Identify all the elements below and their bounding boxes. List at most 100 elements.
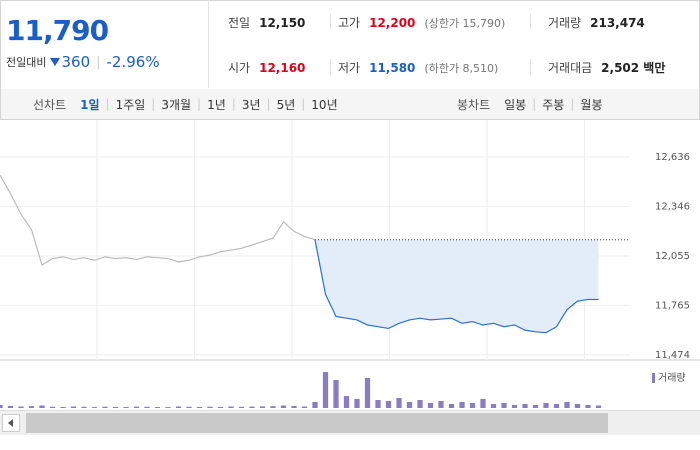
current-price: 11,790 bbox=[6, 14, 109, 47]
down-icon bbox=[50, 58, 61, 66]
legend-label: 거래량 bbox=[658, 372, 686, 384]
tab[interactable]: 1일 bbox=[80, 97, 100, 112]
volume-bar bbox=[574, 404, 581, 408]
stat-note: (하한가 8,510) bbox=[424, 62, 499, 75]
volume-bar bbox=[165, 407, 171, 408]
volume-bar bbox=[564, 402, 570, 408]
change-rate: -2.96% bbox=[106, 53, 160, 71]
change: 전일대비 360 | -2.96% bbox=[6, 53, 160, 71]
y-tick-label: 12,346 bbox=[655, 201, 690, 212]
volume-bar bbox=[39, 405, 45, 408]
volume-bar bbox=[375, 400, 381, 408]
volume-bar bbox=[270, 406, 276, 408]
volume-bar bbox=[438, 401, 444, 408]
stat-label: 시가 bbox=[228, 61, 251, 75]
tab-sep: | bbox=[151, 97, 156, 111]
volume-bar bbox=[543, 403, 549, 408]
price-box: 11,790 전일대비 360 | -2.96% bbox=[0, 0, 209, 88]
volume-bar bbox=[175, 406, 182, 408]
volume-bar bbox=[427, 403, 434, 408]
tab-sep: | bbox=[197, 97, 202, 111]
volume-bar bbox=[322, 372, 329, 408]
volume-bar bbox=[217, 406, 224, 408]
volume-bar bbox=[333, 380, 339, 408]
tab[interactable]: 월봉 bbox=[580, 97, 603, 112]
tab[interactable]: 3개월 bbox=[161, 97, 192, 112]
tab[interactable]: 5년 bbox=[276, 97, 296, 112]
volume-bar bbox=[469, 403, 476, 408]
volume-bar bbox=[459, 402, 465, 408]
volume-bar bbox=[186, 406, 192, 408]
tab-sep: | bbox=[266, 97, 271, 111]
scroll-thumb[interactable] bbox=[26, 413, 608, 433]
y-tick-label: 12,636 bbox=[655, 152, 690, 163]
scrollbar[interactable] bbox=[0, 410, 700, 435]
tab-bar: 선차트 1일 | 1주일 | 3개월 | 1년 | 3년 | 5년 | 10년 봉차트 일봉 | 주봉 | 월봉 bbox=[0, 89, 700, 120]
stat: 거래량 213,474 bbox=[548, 14, 645, 31]
tab-group-label: 봉차트 bbox=[457, 97, 491, 112]
stat-label: 거래대금 bbox=[548, 61, 593, 75]
volume-bar bbox=[396, 398, 402, 408]
tab[interactable]: 10년 bbox=[311, 97, 338, 112]
tab-sep: | bbox=[231, 97, 236, 111]
volume-bar bbox=[585, 405, 591, 408]
tab[interactable]: 1주일 bbox=[115, 97, 146, 112]
change-label: 전일대비 bbox=[6, 56, 47, 69]
stat-value: 11,580 bbox=[369, 61, 416, 75]
volume-bar bbox=[133, 406, 140, 408]
stat-value: 2,502 백만 bbox=[601, 61, 666, 75]
volume-bar bbox=[102, 406, 108, 408]
volume-bar bbox=[312, 402, 318, 408]
volume-bar bbox=[60, 407, 66, 408]
y-tick-label: 11,765 bbox=[655, 300, 690, 311]
y-tick-label: 12,055 bbox=[655, 251, 690, 262]
stat-note: (상한가 15,790) bbox=[424, 17, 506, 30]
volume-bar bbox=[7, 406, 14, 408]
y-tick-label: 11,474 bbox=[655, 350, 690, 361]
volume-bar bbox=[91, 407, 98, 408]
volume-bar bbox=[123, 407, 129, 408]
volume-bar bbox=[490, 404, 497, 408]
change-value: 360 bbox=[61, 53, 91, 71]
volume-bar bbox=[343, 396, 350, 408]
volume-bar bbox=[511, 405, 518, 408]
stat: 저가 11,580 (하한가 8,510) bbox=[338, 59, 498, 76]
stat-value: 213,474 bbox=[590, 16, 645, 30]
stat: 고가 12,200 (상한가 15,790) bbox=[338, 14, 505, 31]
tab-sep: | bbox=[532, 97, 537, 111]
volume-bar bbox=[0, 405, 3, 408]
divider bbox=[530, 59, 531, 75]
volume-bar bbox=[70, 406, 77, 408]
volume-bar bbox=[417, 400, 423, 408]
volume-bar bbox=[301, 406, 308, 408]
volume-bar bbox=[18, 406, 24, 408]
volume-bar bbox=[28, 406, 35, 408]
tab[interactable]: 주봉 bbox=[542, 97, 565, 112]
arrow bbox=[8, 419, 13, 427]
divider bbox=[330, 59, 331, 75]
stat: 전일 12,150 bbox=[228, 14, 305, 31]
tab-sep: | bbox=[105, 97, 110, 111]
tab[interactable]: 3년 bbox=[241, 97, 261, 112]
stat-value: 12,200 bbox=[369, 16, 416, 30]
stat: 시가 12,160 bbox=[228, 59, 305, 76]
volume-bar bbox=[259, 406, 266, 408]
volume-bar bbox=[406, 402, 413, 408]
volume-bar bbox=[364, 378, 371, 408]
volume-bar bbox=[480, 399, 486, 408]
tab-sep: | bbox=[570, 97, 575, 111]
volume-bar bbox=[291, 406, 297, 408]
volume-bar bbox=[154, 407, 161, 408]
volume-bar bbox=[81, 406, 87, 408]
divider bbox=[530, 14, 531, 30]
volume-bar bbox=[385, 401, 392, 408]
stat-value: 12,160 bbox=[259, 61, 306, 75]
stat-label: 거래량 bbox=[548, 16, 582, 30]
tab[interactable]: 1년 bbox=[207, 97, 226, 112]
tab[interactable]: 일봉 bbox=[504, 97, 527, 112]
legend-swatch bbox=[652, 373, 655, 383]
volume-bar bbox=[553, 404, 560, 408]
area bbox=[315, 239, 599, 333]
scroll-left[interactable] bbox=[2, 414, 20, 432]
